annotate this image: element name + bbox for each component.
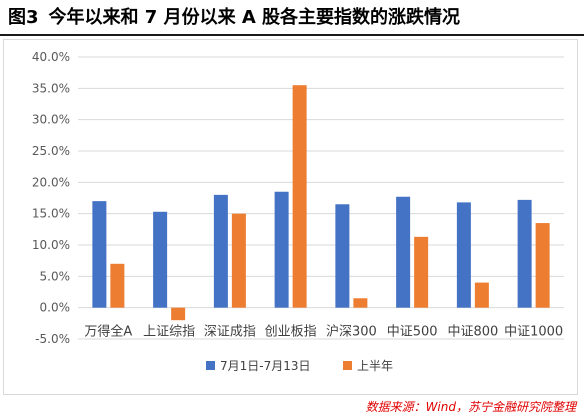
bar-series-2 [171, 307, 186, 321]
bar-series-2 [535, 223, 550, 308]
bar-series-1 [153, 211, 168, 308]
legend-swatch-2 [343, 361, 352, 370]
x-category-label: 万得全A [84, 324, 132, 340]
figure-title-text: 今年以来和 7 月份以来 A 股各主要指数的涨跌情况 [48, 7, 461, 28]
x-category-label: 创业板指 [265, 325, 317, 340]
bar-series-2 [110, 263, 125, 308]
y-tick-label: 30.0% [32, 113, 70, 127]
bar-series-2 [414, 236, 429, 308]
bar-series-1 [213, 194, 228, 308]
x-category-label: 深证成指 [204, 325, 256, 340]
bar-series-1 [396, 196, 411, 308]
bar-series-2 [353, 298, 368, 308]
bar-series-1 [274, 191, 289, 308]
y-tick-label: 25.0% [32, 144, 70, 158]
bar-series-1 [92, 201, 107, 308]
title-rule [0, 34, 584, 36]
legend-swatch-1 [206, 361, 215, 370]
x-category-label: 中证800 [447, 325, 498, 340]
y-tick-label: 15.0% [32, 207, 70, 221]
y-tick-label: 20.0% [32, 175, 70, 189]
x-category-label: 中证1000 [504, 325, 563, 340]
y-tick-label: 5.0% [40, 269, 71, 283]
figure-number: 图3 [8, 7, 39, 28]
legend-label-2: 上半年 [357, 359, 393, 373]
chart-frame: -5.0% 0.0% 5.0% 10.0% 15.0% 20.0% 25.0% 30.0% 35… [3, 39, 578, 395]
bar-series-1 [335, 204, 350, 308]
y-tick-label: -5.0% [35, 332, 70, 346]
bar-series-2 [231, 213, 246, 308]
bar-series-2 [474, 282, 489, 308]
bar-chart: -5.0% 0.0% 5.0% 10.0% 15.0% 20.0% 25.0% 30.0% 35… [32, 50, 564, 373]
x-category-label: 中证500 [387, 325, 438, 340]
x-category-label: 沪深300 [326, 324, 377, 340]
source-note: 数据来源：Wind，苏宁金融研究院整理 [365, 400, 576, 414]
bar-series-2 [292, 85, 307, 308]
figure-title: 图3 今年以来和 7 月份以来 A 股各主要指数的涨跌情况 [8, 4, 578, 32]
y-tick-label: 10.0% [32, 238, 70, 252]
bar-series-1 [517, 199, 532, 308]
y-tick-label: 40.0% [32, 50, 70, 64]
bar-series-1 [456, 202, 471, 308]
legend-label-1: 7月1日-7月13日 [220, 359, 311, 373]
y-tick-label: 35.0% [32, 81, 70, 95]
y-tick-label: 0.0% [40, 301, 71, 315]
x-category-label: 上证综指 [143, 325, 195, 340]
